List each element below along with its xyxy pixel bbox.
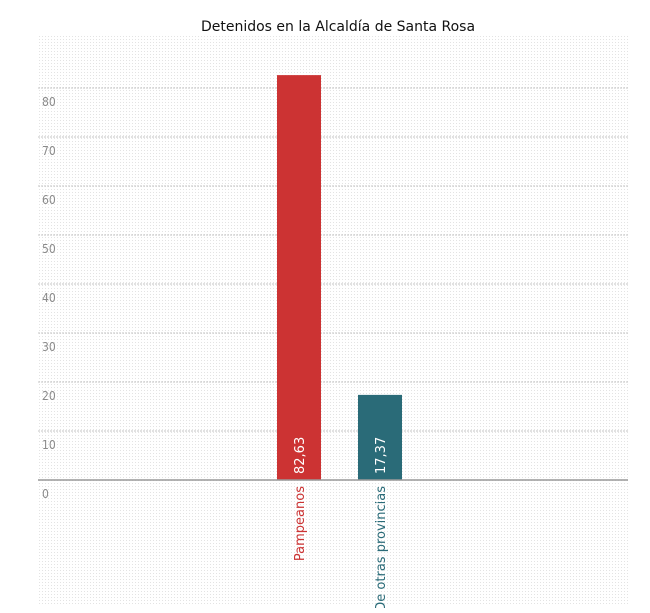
y-tick-label: 70 [42, 144, 56, 158]
category-label: Pampeanos [293, 486, 308, 561]
bar-value-label: 82,63 [293, 437, 308, 474]
y-tick-label: 20 [42, 389, 56, 403]
chart-title: Detenidos en la Alcaldía de Santa Rosa [201, 19, 475, 35]
y-tick-label: 80 [42, 95, 56, 109]
y-tick-label: 10 [42, 438, 56, 452]
category-labels: Pampeanos De otras provincias [293, 486, 389, 612]
y-tick-label: 30 [42, 340, 56, 354]
y-tick-label: 60 [42, 193, 56, 207]
bars: 82,63 17,37 [277, 75, 402, 480]
y-tick-label: 40 [42, 291, 56, 305]
category-label: De otras provincias [374, 486, 389, 608]
y-tick-label: 0 [42, 487, 49, 501]
bar [358, 394, 402, 480]
bar [277, 75, 321, 480]
y-tick-label: 50 [42, 242, 56, 256]
y-axis-ticks: 0 10 20 30 40 50 60 70 80 [42, 95, 56, 501]
bar-value-label: 17,37 [374, 437, 389, 474]
gridlines [38, 87, 628, 432]
plot-background [38, 36, 628, 606]
